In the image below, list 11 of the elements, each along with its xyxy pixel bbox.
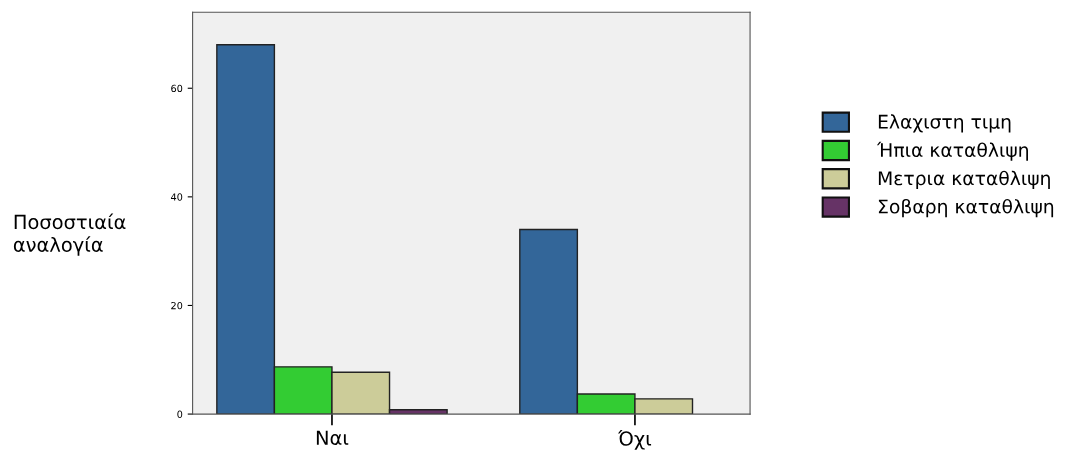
x-tick-label: Όχι — [618, 430, 652, 450]
legend-label: Ήπια καταθλιψη — [876, 141, 1028, 161]
legend-label: Σοβαρη καταθλιψη — [878, 198, 1054, 218]
y-axis-title: Ποσοστιαία αναλογία — [13, 213, 126, 256]
legend-label: Μετρια καταθλιψη — [878, 170, 1050, 189]
y-tick-label: 60 — [171, 84, 183, 93]
y-tick-label: 40 — [170, 193, 183, 201]
x-tick-label: Ναι — [316, 430, 349, 446]
y-tick-label: 20 — [171, 301, 183, 310]
legend-label: Ελαχιστη τιμη — [878, 114, 1011, 133]
y-tick-label: 0 — [177, 410, 183, 418]
